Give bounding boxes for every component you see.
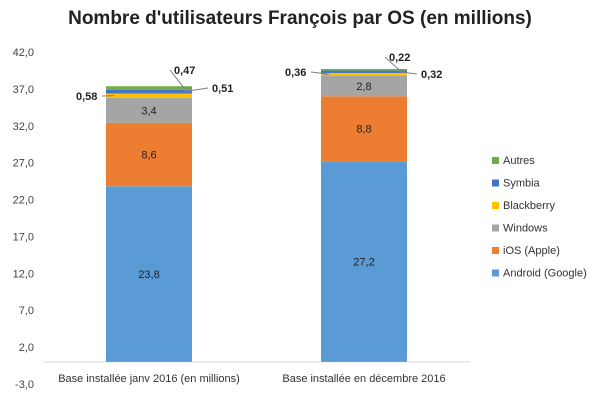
data-label: 23,8 (138, 269, 159, 281)
y-tick-label: -3,0 (15, 379, 34, 391)
legend-label: Symbia (503, 178, 541, 190)
x-category-label: Base installée janv 2016 (en millions) (58, 373, 240, 385)
bar-segment-windows (106, 97, 192, 123)
y-tick-label: 2,0 (19, 342, 34, 354)
bar-segment-autres (106, 86, 192, 90)
bar-segment-android-google (106, 186, 192, 362)
legend-label: Android (Google) (503, 268, 587, 280)
y-tick-label: 27,0 (13, 158, 34, 170)
bar-segment-autres (321, 68, 407, 71)
bar-segment-windows (321, 75, 407, 97)
legend-swatch (492, 224, 499, 232)
bar-segment-blackberry (106, 93, 192, 98)
y-tick-label: 7,0 (19, 305, 34, 317)
y-tick-label: 22,0 (13, 195, 34, 207)
legend-swatch (492, 247, 499, 254)
data-label: 0,22 (389, 52, 410, 64)
data-label: 0,58 (76, 91, 97, 103)
data-label: 0,51 (212, 83, 233, 95)
legend-swatch (492, 269, 499, 277)
legend-label: iOS (Apple) (503, 245, 560, 257)
bar-segment-symbia (106, 89, 192, 94)
data-label-leader-line (384, 56, 405, 71)
data-label: 27,2 (353, 257, 374, 269)
y-tick-label: 37,0 (13, 84, 34, 96)
data-label-leader-line (310, 71, 330, 75)
y-tick-label: 12,0 (13, 268, 34, 280)
legend-swatch (492, 157, 499, 164)
y-tick-label: 42,0 (13, 47, 34, 59)
data-label: 0,32 (421, 69, 442, 81)
bar-segment-symbia (321, 70, 407, 73)
data-label: 2,8 (356, 81, 371, 93)
legend-swatch (492, 202, 499, 209)
bar-segment-blackberry (321, 72, 407, 76)
legend-label: Autres (503, 155, 535, 167)
data-label: 0,36 (285, 67, 306, 79)
y-tick-label: 17,0 (13, 231, 34, 243)
y-tick-label: 32,0 (13, 121, 34, 133)
data-label-leader-line (169, 69, 190, 89)
data-label: 8,6 (141, 150, 156, 162)
x-category-label: Base installée en décembre 2016 (282, 373, 445, 385)
legend-label: Windows (503, 223, 548, 235)
chart-title: Nombre d'utilisateurs François par OS (e… (68, 8, 532, 29)
bar-segment-ios-apple (106, 122, 192, 187)
legend-swatch (492, 179, 499, 187)
data-label-leader-line (183, 87, 209, 93)
data-label: 3,4 (141, 105, 156, 117)
legend-label: Blackberry (503, 200, 555, 212)
data-label: 8,8 (356, 124, 371, 136)
bar-segment-android-google (321, 161, 407, 362)
data-label-leader-line (398, 71, 418, 75)
bar-segment-ios-apple (321, 96, 407, 162)
data-label: 0,47 (174, 65, 195, 77)
